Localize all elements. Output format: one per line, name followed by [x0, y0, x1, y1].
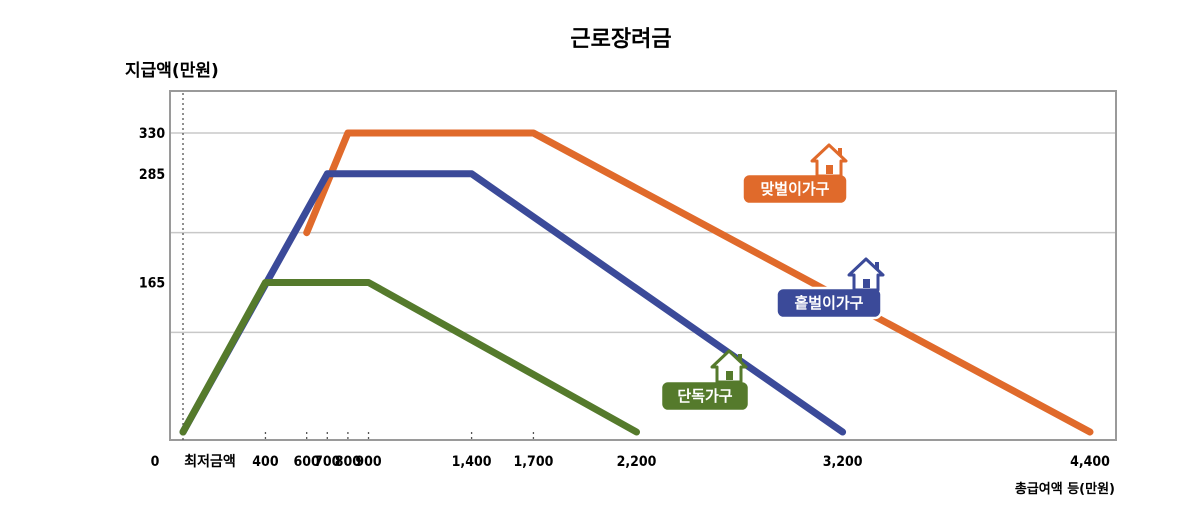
x-tick-label: 2,200 [617, 454, 657, 470]
house-icon [810, 143, 848, 178]
badge-background [659, 379, 751, 413]
house-chimney [875, 262, 879, 269]
x-tick-label: 4,400 [1070, 454, 1110, 470]
x-tick-label: 800 [335, 454, 362, 470]
x-tick-label: 400 [252, 454, 279, 470]
series-line [303, 129, 1094, 436]
badge-background [775, 286, 883, 320]
y-axis-label: 지급액(만원) [125, 61, 219, 81]
house-door [863, 279, 870, 288]
x-axis-label: 총급여액 등(만원) [1015, 481, 1115, 497]
series-label: 단독가구 [677, 387, 732, 405]
badge-background [741, 172, 849, 206]
x-min-label: 최저금액 [184, 453, 236, 470]
series-label: 홑벌이가구 [794, 294, 863, 312]
x-tick-label: 1,400 [452, 454, 492, 470]
house-chimney [838, 148, 842, 155]
house-door [726, 371, 733, 380]
y-tick-label: 165 [139, 276, 165, 292]
chart-title: 근로장려금 [570, 27, 671, 52]
house-icon [847, 257, 885, 292]
house-chimney [738, 354, 742, 361]
x-tick-label: 3,200 [823, 454, 863, 470]
house-body [810, 143, 848, 178]
series-label-badge: 단독가구 [659, 349, 751, 413]
x-tick-label: 700 [314, 454, 341, 470]
series-label-badge: 홑벌이가구 [775, 257, 885, 320]
series-label-badge: 맞벌이가구 [741, 143, 849, 206]
y-tick-label: 330 [139, 126, 166, 142]
x-tick-label: 1,700 [514, 454, 554, 470]
house-body [710, 349, 748, 384]
house-door [826, 165, 833, 174]
series-label: 맞벌이가구 [760, 180, 829, 198]
x-origin-label: 0 [151, 454, 160, 470]
plot-frame [169, 90, 1117, 441]
house-body [847, 257, 885, 292]
y-tick-label: 285 [139, 167, 165, 183]
x-tick-label: 600 [294, 454, 321, 470]
house-icon [710, 349, 748, 384]
x-tick-label: 900 [355, 454, 382, 470]
series-line [179, 279, 640, 436]
